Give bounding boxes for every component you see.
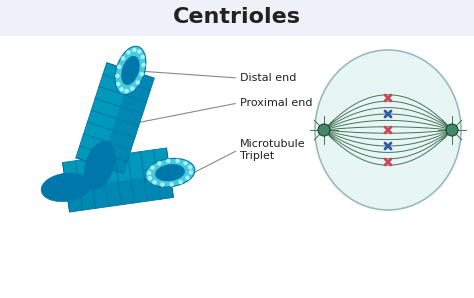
Circle shape xyxy=(152,180,157,184)
Circle shape xyxy=(318,124,330,136)
Polygon shape xyxy=(101,71,154,173)
Circle shape xyxy=(169,182,174,187)
Circle shape xyxy=(121,56,125,60)
Circle shape xyxy=(130,86,135,91)
Circle shape xyxy=(124,89,129,93)
Ellipse shape xyxy=(115,46,146,94)
Circle shape xyxy=(119,87,124,91)
Circle shape xyxy=(188,165,192,170)
Ellipse shape xyxy=(315,50,461,210)
Circle shape xyxy=(115,74,119,78)
Circle shape xyxy=(160,182,164,187)
Polygon shape xyxy=(66,174,173,212)
Ellipse shape xyxy=(121,56,140,85)
Circle shape xyxy=(116,82,120,86)
Circle shape xyxy=(132,48,137,52)
Ellipse shape xyxy=(84,141,115,190)
Circle shape xyxy=(140,55,145,59)
Circle shape xyxy=(189,170,193,175)
Circle shape xyxy=(117,65,121,69)
Circle shape xyxy=(185,176,190,180)
Ellipse shape xyxy=(41,173,91,202)
Circle shape xyxy=(175,159,180,163)
Ellipse shape xyxy=(145,159,195,187)
Circle shape xyxy=(150,165,155,170)
Circle shape xyxy=(157,161,162,166)
Circle shape xyxy=(147,176,152,181)
Polygon shape xyxy=(76,63,154,173)
Ellipse shape xyxy=(155,164,185,181)
Text: Microtubule
Triplet: Microtubule Triplet xyxy=(240,139,306,161)
Circle shape xyxy=(139,72,144,76)
Circle shape xyxy=(137,49,142,54)
Circle shape xyxy=(178,180,183,184)
Bar xyxy=(0,0,474,36)
Circle shape xyxy=(166,159,171,163)
Text: Proximal end: Proximal end xyxy=(240,98,312,108)
Circle shape xyxy=(183,161,188,165)
Circle shape xyxy=(141,63,146,67)
Circle shape xyxy=(126,50,131,55)
Text: Centrioles: Centrioles xyxy=(173,7,301,27)
Circle shape xyxy=(147,171,151,175)
Circle shape xyxy=(136,80,140,85)
Text: Distal end: Distal end xyxy=(240,73,296,83)
Circle shape xyxy=(446,124,458,136)
Polygon shape xyxy=(63,148,173,212)
